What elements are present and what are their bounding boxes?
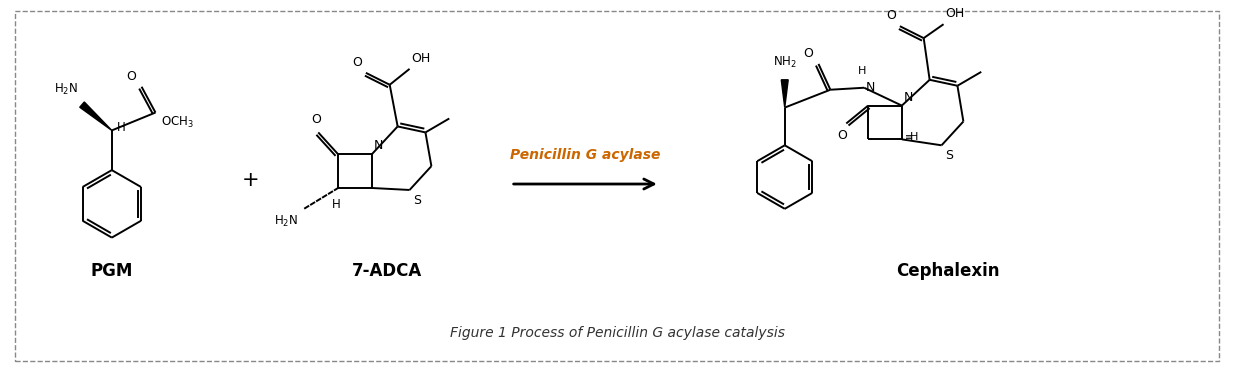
Text: OH: OH: [412, 52, 431, 65]
Text: S: S: [413, 194, 422, 207]
Text: N: N: [903, 91, 913, 104]
Text: 7-ADCA: 7-ADCA: [352, 262, 422, 280]
Text: H: H: [858, 66, 866, 76]
Text: S: S: [945, 149, 954, 162]
Polygon shape: [80, 102, 112, 131]
Text: NH$_2$: NH$_2$: [772, 55, 797, 70]
Text: Cephalexin: Cephalexin: [896, 262, 1000, 280]
Text: H$_2$N: H$_2$N: [274, 214, 299, 229]
Text: H: H: [909, 132, 918, 142]
Text: +: +: [242, 170, 259, 190]
Text: Penicillin G acylase: Penicillin G acylase: [510, 148, 660, 162]
Text: O: O: [311, 113, 321, 126]
Text: PGM: PGM: [90, 262, 133, 280]
Text: N: N: [866, 81, 875, 94]
Text: OCH$_3$: OCH$_3$: [162, 115, 195, 129]
Text: O: O: [127, 70, 137, 83]
Text: ≡: ≡: [905, 132, 913, 142]
Text: N: N: [374, 139, 384, 152]
Polygon shape: [781, 80, 789, 108]
Text: O: O: [886, 9, 896, 22]
Text: O: O: [803, 47, 813, 60]
Text: O: O: [838, 129, 848, 142]
Text: H$_2$N: H$_2$N: [54, 81, 78, 97]
Text: H: H: [332, 198, 341, 211]
Text: O: O: [352, 56, 362, 69]
Text: OH: OH: [945, 7, 965, 20]
Text: Figure 1 Process of Penicillin G acylase catalysis: Figure 1 Process of Penicillin G acylase…: [449, 326, 785, 340]
Text: H: H: [117, 121, 126, 134]
